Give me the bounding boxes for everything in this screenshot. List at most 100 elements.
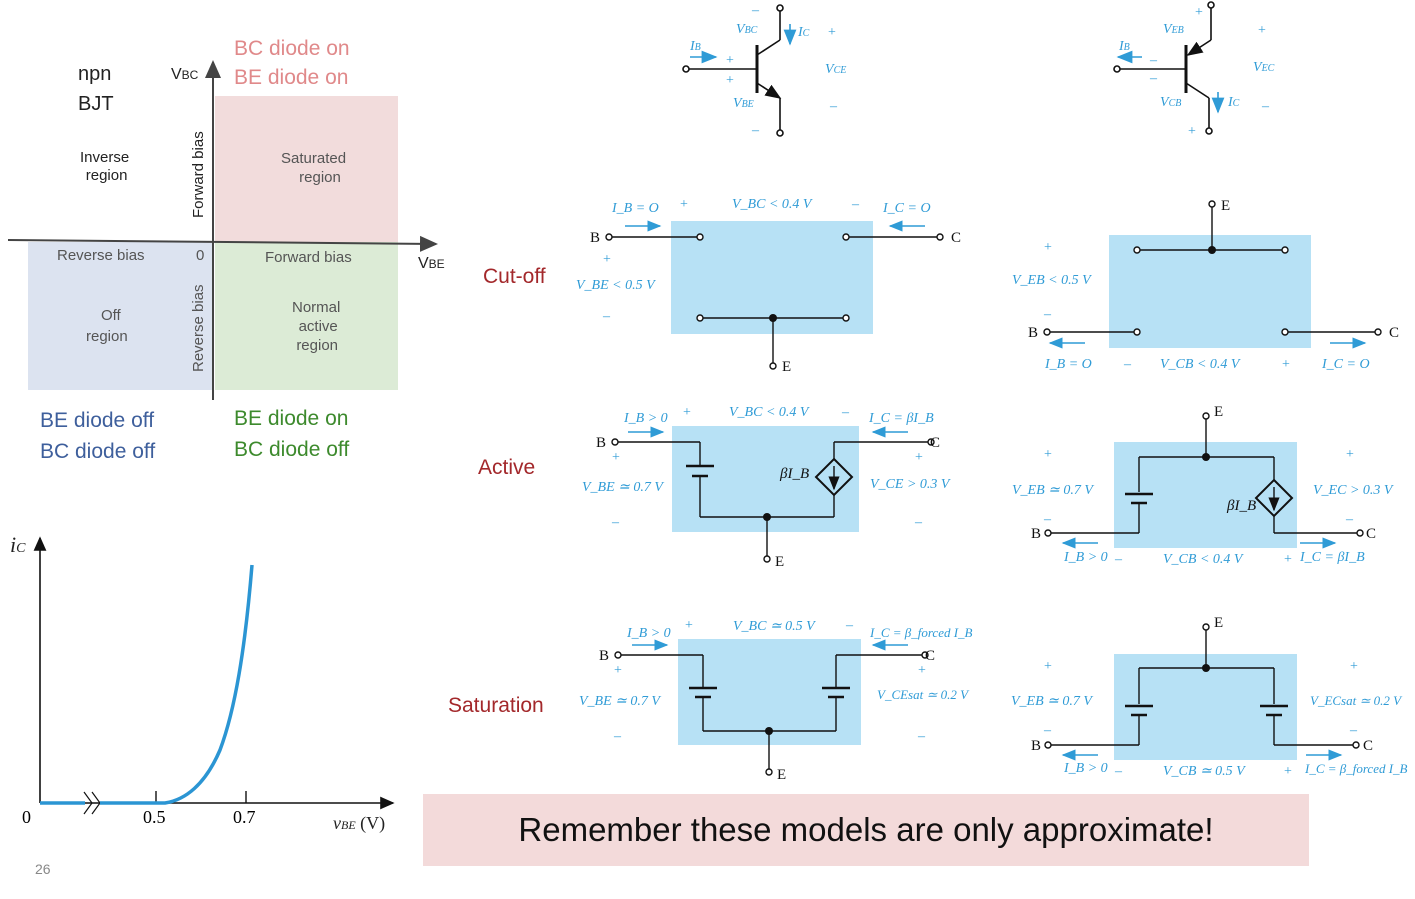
active-caption: BE diode on BC diode off: [234, 407, 350, 461]
svg-text:–: –: [1149, 53, 1158, 68]
npn-vbe-label: VBE: [733, 96, 754, 111]
pnp-active-source: βI_B: [1226, 498, 1256, 514]
reverse-bias-horizontal: Reverse bias: [57, 247, 145, 264]
svg-text:–: –: [841, 405, 850, 420]
pnp-cutoff-c: C: [1389, 325, 1399, 341]
pnp-vec-label: VEC: [1253, 60, 1275, 75]
pnp-cutoff-veb: V_EB < 0.5 V: [1012, 273, 1092, 288]
npn-sat-vbe: V_BE ≃ 0.7 V: [579, 694, 661, 709]
region-axes: [7, 60, 438, 400]
npn-cutoff-e: E: [782, 359, 791, 375]
svg-text:–: –: [1043, 723, 1052, 738]
svg-text:–: –: [1349, 723, 1358, 738]
svg-text:+: +: [612, 450, 620, 465]
npn-sat-b: B: [599, 648, 609, 664]
svg-text:–: –: [751, 3, 760, 18]
ic-axis-label: iC: [10, 532, 26, 557]
npn-active-circuit: + –+– +– B C E βI_B I_B > 0 V_BC < 0.4 V …: [582, 405, 951, 570]
origin-label: 0: [196, 247, 205, 264]
pnp-cutoff-vcb: V_CB < 0.4 V: [1160, 357, 1241, 372]
off-region-label: Off region: [86, 307, 128, 345]
svg-text:–: –: [611, 515, 620, 530]
svg-text:+: +: [1044, 659, 1052, 674]
pnp-ic-label: IC: [1227, 95, 1240, 110]
approximation-note-text: Remember these models are only approxima…: [518, 811, 1214, 848]
svg-text:–: –: [1123, 357, 1132, 372]
npn-active-ic: I_C = βI_B: [868, 411, 934, 426]
saturated-region-label: Saturated region: [281, 150, 347, 186]
saturated-quadrant: [215, 96, 398, 242]
pnp-sat-b: B: [1031, 738, 1041, 754]
ic-curve: [40, 564, 254, 805]
svg-text:–: –: [1043, 512, 1052, 527]
npn-active-c: C: [930, 435, 940, 451]
svg-text:+: +: [1346, 447, 1354, 462]
pnp-vcb-label: VCB: [1160, 95, 1181, 110]
pnp-sat-vec: V_ECsat ≃ 0.2 V: [1310, 693, 1403, 708]
npn-active-vce: V_CE > 0.3 V: [870, 477, 951, 492]
svg-text:+: +: [680, 197, 688, 212]
npn-saturation-circuit: + – + – + – B C E I_B > 0 V_BC ≃ 0.5 V I_C =…: [579, 618, 973, 783]
npn-cutoff-ib: I_B = O: [611, 201, 659, 216]
tick-0-7: 0.7: [233, 807, 256, 827]
npn-active-b: B: [596, 435, 606, 451]
normal-region-label: Normal active region: [292, 299, 341, 354]
svg-text:+: +: [1258, 23, 1266, 38]
svg-text:+: +: [1284, 764, 1292, 779]
pnp-sat-c: C: [1363, 738, 1373, 754]
svg-text:+: +: [726, 73, 734, 88]
vbc-axis-label: VBC: [171, 66, 199, 83]
npn-sat-ic: I_C = β_forced I_B: [869, 625, 973, 640]
pnp-active-circuit: + – – + + – E B C βI_B V_EB ≃ 0.7 V V_EC > 0…: [1012, 404, 1394, 567]
svg-text:–: –: [829, 99, 838, 114]
npn-sat-vce: V_CEsat ≃ 0.2 V: [877, 687, 970, 702]
vbe-axis-label: VBE: [418, 255, 445, 272]
npn-symbol-polarity: – + + – + –: [726, 3, 838, 138]
npn-sat-e: E: [777, 767, 786, 783]
svg-text:+: +: [1044, 240, 1052, 255]
svg-text:–: –: [1149, 71, 1158, 86]
svg-text:–: –: [1043, 307, 1052, 322]
npn-cutoff-circuit: + –+– B C E I_B = O V_BC < 0.4 V I_C = O …: [576, 197, 961, 375]
npn-cutoff-c: C: [951, 230, 961, 246]
svg-text:+: +: [614, 663, 622, 678]
svg-text:–: –: [613, 729, 622, 744]
pnp-sat-ic: I_C = β_forced I_B: [1304, 761, 1408, 776]
svg-text:+: +: [683, 405, 691, 420]
tick-0-5: 0.5: [143, 807, 166, 827]
svg-text:+: +: [685, 618, 693, 633]
pnp-active-e: E: [1214, 404, 1223, 420]
svg-text:+: +: [726, 53, 734, 68]
svg-text:–: –: [602, 309, 611, 324]
pnp-active-b: B: [1031, 526, 1041, 542]
pnp-sat-veb: V_EB ≃ 0.7 V: [1011, 694, 1093, 709]
off-quadrant: [28, 242, 213, 390]
active-mode-label: Active: [478, 456, 536, 479]
pnp-sat-vcb: V_CB ≃ 0.5 V: [1163, 764, 1246, 779]
ic-vbe-axes: [33, 536, 395, 815]
npn-active-vbc: V_BC < 0.4 V: [729, 405, 810, 420]
saturation-caption: BC diode on BE diode on: [234, 37, 350, 89]
pnp-cutoff-e: E: [1221, 198, 1230, 214]
svg-text:+: +: [1195, 5, 1203, 20]
svg-text:+: +: [1282, 357, 1290, 372]
npn-cutoff-vbe: V_BE < 0.5 V: [576, 278, 656, 293]
svg-text:+: +: [1284, 552, 1292, 567]
normal-quadrant: [215, 242, 398, 390]
iv-origin: 0: [22, 807, 31, 827]
pnp-active-vcb: V_CB < 0.4 V: [1163, 552, 1244, 567]
pnp-active-ic: I_C = βI_B: [1299, 550, 1365, 565]
svg-text:+: +: [1188, 124, 1196, 139]
bjt-label: BJT: [78, 93, 114, 115]
pnp-active-vec: V_EC > 0.3 V: [1313, 483, 1394, 498]
pnp-cutoff-b: B: [1028, 325, 1038, 341]
svg-text:–: –: [1261, 99, 1270, 114]
npn-cutoff-b: B: [590, 230, 600, 246]
svg-text:+: +: [915, 450, 923, 465]
page-number: 26: [35, 861, 51, 877]
svg-text:–: –: [917, 729, 926, 744]
npn-cutoff-vbc: V_BC < 0.4 V: [732, 197, 813, 212]
svg-text:–: –: [1114, 764, 1123, 779]
